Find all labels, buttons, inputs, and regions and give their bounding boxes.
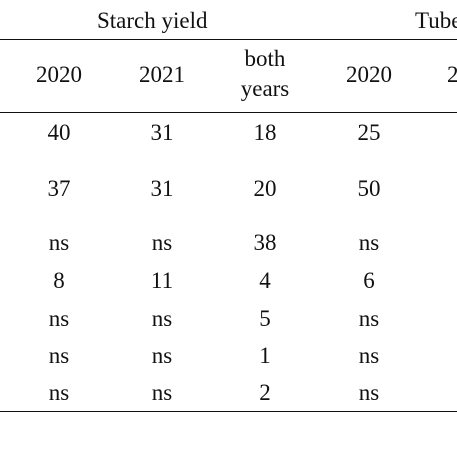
table-cell: 5 <box>259 306 271 331</box>
column-header-2021-tuber-partial: 2 <box>447 62 457 87</box>
table-cell: 2 <box>259 380 271 405</box>
table-cell: 50 <box>357 176 381 201</box>
group-header-tuber: Tube <box>415 8 457 33</box>
table-cell: ns <box>358 306 380 331</box>
table-cell: 38 <box>253 230 277 255</box>
table-cell: ns <box>48 230 70 255</box>
table-cell: ns <box>151 306 173 331</box>
table-cell: 8 <box>53 268 65 293</box>
column-header-both-years-starch: both years <box>240 46 290 101</box>
table-cell: ns <box>48 306 70 331</box>
table-cell: 4 <box>259 268 271 293</box>
table-cell: 1 <box>259 343 271 368</box>
header-rule-top <box>0 39 457 40</box>
table-cell: 31 <box>150 120 174 145</box>
table-cell: ns <box>358 230 380 255</box>
column-header-2021-starch: 2021 <box>139 62 185 87</box>
table-cell: ns <box>358 343 380 368</box>
table-bottom-rule <box>0 411 457 412</box>
table-cell: ns <box>48 343 70 368</box>
table-cell: 6 <box>363 268 375 293</box>
column-header-2020-starch: 2020 <box>36 62 82 87</box>
table-cell: ns <box>48 380 70 405</box>
table-cell: 20 <box>253 176 277 201</box>
table-cell: ns <box>358 380 380 405</box>
table-cell: 11 <box>150 268 174 293</box>
table-cell: 25 <box>357 120 381 145</box>
table-cell: 37 <box>47 176 71 201</box>
table-cell: 40 <box>47 120 71 145</box>
table-cell: 18 <box>253 120 277 145</box>
header-rule-bottom <box>0 112 457 113</box>
table-cell: ns <box>151 343 173 368</box>
group-header-starch-yield: Starch yield <box>97 8 208 33</box>
table-cell: ns <box>151 380 173 405</box>
table-cell: ns <box>151 230 173 255</box>
column-header-2020-tuber: 2020 <box>346 62 392 87</box>
table-cell: 31 <box>150 176 174 201</box>
